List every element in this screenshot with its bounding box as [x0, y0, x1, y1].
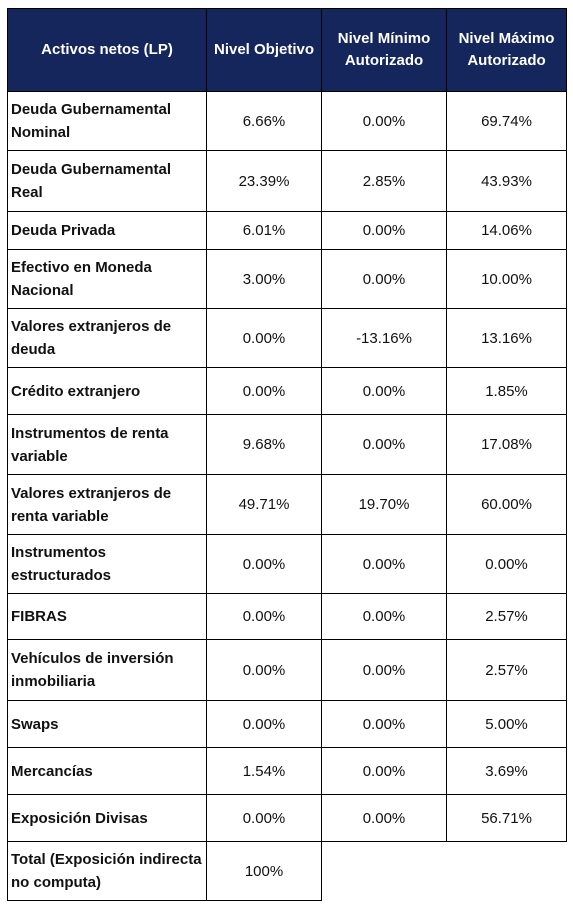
cell-maximo: 5.00% — [446, 700, 567, 748]
total-label: Total (Exposición indirecta no computa) — [7, 841, 207, 901]
header-activos-netos: Activos netos (LP) — [7, 8, 207, 92]
cell-objetivo: 49.71% — [206, 474, 322, 535]
cell-minimo: -13.16% — [321, 308, 447, 368]
cell-maximo: 17.08% — [446, 414, 567, 475]
row-label: Efectivo en Moneda Nacional — [7, 249, 207, 309]
table-row: FIBRAS 0.00% 0.00% 2.57% — [7, 593, 567, 640]
cell-minimo: 0.00% — [321, 794, 447, 842]
assets-allocation-table: Activos netos (LP) Nivel Objetivo Nivel … — [7, 8, 567, 901]
cell-maximo: 0.00% — [446, 534, 567, 594]
row-label: Deuda Privada — [7, 211, 207, 250]
header-nivel-objetivo: Nivel Objetivo — [206, 8, 322, 92]
table-row: Deuda Gubernamental Nominal 6.66% 0.00% … — [7, 91, 567, 151]
cell-maximo: 43.93% — [446, 150, 567, 212]
cell-objetivo: 0.00% — [206, 794, 322, 842]
cell-objetivo: 0.00% — [206, 639, 322, 701]
cell-maximo: 60.00% — [446, 474, 567, 535]
empty-cell — [447, 842, 567, 901]
cell-objetivo: 9.68% — [206, 414, 322, 475]
cell-objetivo: 3.00% — [206, 249, 322, 309]
cell-maximo: 3.69% — [446, 747, 567, 795]
table-row: Valores extranjeros de deuda 0.00% -13.1… — [7, 308, 567, 368]
cell-objetivo: 1.54% — [206, 747, 322, 795]
table-row: Instrumentos estructurados 0.00% 0.00% 0… — [7, 534, 567, 594]
header-row: Activos netos (LP) Nivel Objetivo Nivel … — [7, 8, 567, 92]
cell-maximo: 13.16% — [446, 308, 567, 368]
cell-objetivo: 0.00% — [206, 534, 322, 594]
table-row: Deuda Gubernamental Real 23.39% 2.85% 43… — [7, 150, 567, 212]
table-row: Vehículos de inversión inmobiliaria 0.00… — [7, 639, 567, 701]
table-row: Deuda Privada 6.01% 0.00% 14.06% — [7, 211, 567, 250]
cell-maximo: 1.85% — [446, 367, 567, 415]
cell-maximo: 56.71% — [446, 794, 567, 842]
cell-maximo: 14.06% — [446, 211, 567, 250]
cell-objetivo: 0.00% — [206, 308, 322, 368]
cell-objetivo: 0.00% — [206, 700, 322, 748]
row-label: Deuda Gubernamental Nominal — [7, 91, 207, 151]
cell-minimo: 0.00% — [321, 367, 447, 415]
cell-minimo: 0.00% — [321, 91, 447, 151]
row-label: Valores extranjeros de deuda — [7, 308, 207, 368]
table-row: Crédito extranjero 0.00% 0.00% 1.85% — [7, 367, 567, 415]
row-label: Valores extranjeros de renta variable — [7, 474, 207, 535]
cell-minimo: 0.00% — [321, 593, 447, 640]
table-row: Mercancías 1.54% 0.00% 3.69% — [7, 747, 567, 795]
total-row: Total (Exposición indirecta no computa) … — [7, 841, 567, 901]
header-nivel-maximo: Nivel Máximo Autorizado — [446, 8, 567, 92]
cell-maximo: 10.00% — [446, 249, 567, 309]
table-row: Instrumentos de renta variable 9.68% 0.0… — [7, 414, 567, 475]
row-label: Crédito extranjero — [7, 367, 207, 415]
cell-objetivo: 0.00% — [206, 367, 322, 415]
row-label: Vehículos de inversión inmobiliaria — [7, 639, 207, 701]
row-label: Swaps — [7, 700, 207, 748]
row-label: Deuda Gubernamental Real — [7, 150, 207, 212]
table-row: Efectivo en Moneda Nacional 3.00% 0.00% … — [7, 249, 567, 309]
row-label: Instrumentos estructurados — [7, 534, 207, 594]
cell-objetivo: 6.01% — [206, 211, 322, 250]
table-row: Exposición Divisas 0.00% 0.00% 56.71% — [7, 794, 567, 842]
cell-objetivo: 6.66% — [206, 91, 322, 151]
cell-maximo: 2.57% — [446, 593, 567, 640]
table-row: Valores extranjeros de renta variable 49… — [7, 474, 567, 535]
cell-maximo: 69.74% — [446, 91, 567, 151]
cell-minimo: 0.00% — [321, 639, 447, 701]
row-label: FIBRAS — [7, 593, 207, 640]
cell-minimo: 0.00% — [321, 747, 447, 795]
cell-minimo: 0.00% — [321, 700, 447, 748]
row-label: Exposición Divisas — [7, 794, 207, 842]
header-nivel-minimo: Nivel Mínimo Autorizado — [321, 8, 447, 92]
cell-maximo: 2.57% — [446, 639, 567, 701]
assets-table-container: Activos netos (LP) Nivel Objetivo Nivel … — [7, 8, 567, 901]
cell-minimo: 0.00% — [321, 534, 447, 594]
cell-minimo: 19.70% — [321, 474, 447, 535]
empty-cell — [322, 842, 447, 901]
cell-objetivo: 0.00% — [206, 593, 322, 640]
row-label: Mercancías — [7, 747, 207, 795]
cell-minimo: 2.85% — [321, 150, 447, 212]
row-label: Instrumentos de renta variable — [7, 414, 207, 475]
total-objetivo: 100% — [206, 841, 322, 901]
table-row: Swaps 0.00% 0.00% 5.00% — [7, 700, 567, 748]
cell-minimo: 0.00% — [321, 211, 447, 250]
cell-objetivo: 23.39% — [206, 150, 322, 212]
cell-minimo: 0.00% — [321, 414, 447, 475]
cell-minimo: 0.00% — [321, 249, 447, 309]
